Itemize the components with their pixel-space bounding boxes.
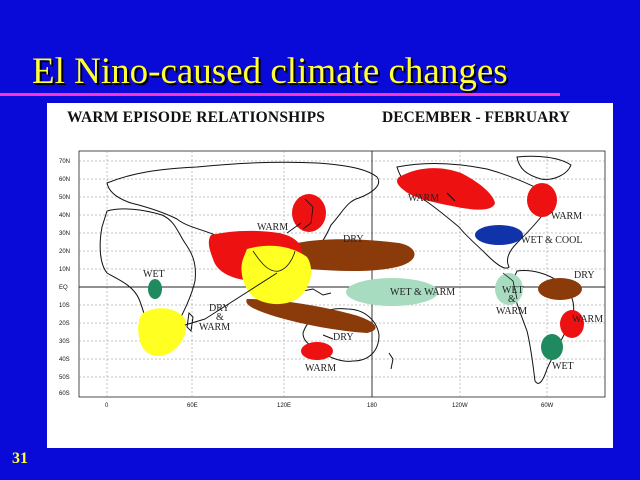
peru-coast	[502, 272, 518, 300]
coastline-overlay	[252, 198, 518, 300]
label-wet-peru-2: &	[508, 294, 516, 305]
label-dry-australia: DRY	[333, 332, 354, 343]
lon-tick: 60E	[187, 403, 198, 409]
lon-tick: 60W	[541, 403, 554, 409]
lat-tick: EQ	[59, 285, 68, 291]
region-labels: WARM WARM WARM WET & COOL DRY DRY WET DR…	[143, 193, 603, 374]
region-dry-pacific	[294, 239, 415, 271]
region-drywarm-indonesia	[241, 245, 312, 305]
region-drywarm-africa	[138, 308, 187, 357]
lat-tick: 40S	[59, 357, 70, 363]
label-warm-japan: WARM	[257, 222, 288, 233]
label-dry-warm-africa-2: &	[216, 312, 224, 323]
lon-tick: 0	[105, 403, 109, 409]
region-dry-australia	[246, 299, 376, 333]
arrow-drywarm-asia	[204, 272, 278, 320]
lat-tick: 50S	[59, 375, 70, 381]
north-america-outline	[396, 162, 548, 269]
lon-tick: 120W	[452, 403, 468, 409]
lat-tick: 10S	[59, 303, 70, 309]
lat-tick: 40N	[59, 213, 70, 219]
lat-tick: 60N	[59, 177, 70, 183]
climate-map-figure: WARM EPISODE RELATIONSHIPS DECEMBER - FE…	[47, 103, 613, 448]
seasia-coast	[252, 250, 296, 272]
arrow-warm-alaska	[446, 192, 456, 202]
label-wet-argentina: WET	[552, 361, 574, 372]
lat-tick: 60S	[59, 391, 70, 397]
arrow-drywarm-africa	[184, 318, 206, 326]
region-warm-brazil	[560, 310, 584, 338]
label-wet-warm-pacific: WET & WARM	[390, 287, 455, 298]
label-dry-warm-africa-1: DRY	[209, 303, 230, 314]
region-wetwarm-peru	[495, 273, 523, 305]
title-underline	[0, 93, 560, 96]
arrow-dry-australia	[322, 334, 334, 340]
region-wet-argentina	[541, 334, 563, 360]
label-warm-brazil: WARM	[572, 314, 603, 325]
region-wetwarm-pacific	[346, 278, 438, 306]
lat-tick: 30S	[59, 339, 70, 345]
longitude-ticks: 0 60E 120E 180 120W 60W	[105, 403, 554, 409]
lat-tick: 20N	[59, 249, 70, 255]
lat-tick: 10N	[59, 267, 70, 273]
region-warm-alaska	[397, 168, 495, 210]
map-frame	[78, 150, 606, 398]
label-warm-canada: WARM	[551, 211, 582, 222]
label-arrows	[184, 192, 456, 340]
label-wet-east-africa: WET	[143, 269, 165, 280]
label-wet-cool-us: WET & COOL	[521, 235, 582, 246]
label-warm-australia: WARM	[305, 363, 336, 374]
madagascar-outline	[186, 311, 194, 333]
arrow-warm-japan	[286, 222, 302, 234]
anomaly-regions	[138, 168, 584, 360]
japan-coast	[302, 198, 314, 230]
label-dry-south-america: DRY	[574, 270, 595, 281]
latitude-ticks: 70N 60N 50N 40N 30N 20N 10N EQ 10S 20S 3…	[59, 159, 70, 397]
new-zealand-outline	[388, 352, 394, 370]
label-dry-pacific: DRY	[343, 234, 364, 245]
lat-tick: 30N	[59, 231, 70, 237]
region-dry-southamerica	[538, 278, 582, 300]
region-wetcool-us	[475, 225, 523, 245]
label-wet-peru-1: WET	[502, 285, 524, 296]
lat-tick: 50N	[59, 195, 70, 201]
world-map: 70N 60N 50N 40N 30N 20N 10N EQ 10S 20S 3…	[59, 150, 606, 409]
region-warm-japan	[292, 194, 326, 232]
region-warm-canada	[527, 183, 557, 217]
label-warm-alaska: WARM	[408, 193, 439, 204]
slide-title: El Nino-caused climate changes	[32, 51, 508, 92]
label-wet-peru-3: WARM	[496, 306, 527, 317]
lon-tick: 120E	[277, 403, 291, 409]
label-dry-warm-africa-3: WARM	[199, 322, 230, 333]
figure-heading: WARM EPISODE RELATIONSHIPS	[67, 109, 326, 126]
region-warm-australia	[301, 342, 333, 360]
region-wet-eastafrica	[148, 279, 162, 299]
greenland-outline	[516, 155, 572, 180]
lat-tick: 20S	[59, 321, 70, 327]
figure-period: DECEMBER - FEBRUARY	[382, 109, 571, 126]
lon-tick: 180	[367, 403, 378, 409]
slide-number: 31	[12, 450, 28, 467]
lat-tick: 70N	[59, 159, 70, 165]
